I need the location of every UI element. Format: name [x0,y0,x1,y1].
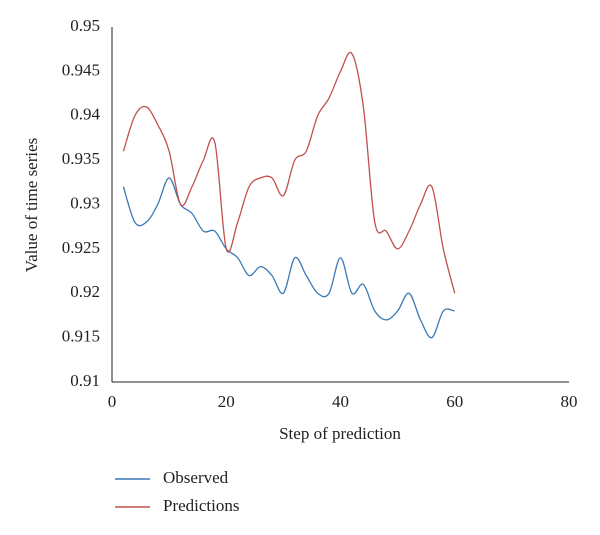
y-tick-label: 0.91 [70,371,100,390]
y-axis-label: Value of time series [22,138,41,273]
y-tick-label: 0.95 [70,16,100,35]
x-tick-label: 60 [446,392,463,411]
legend-label: Observed [163,468,229,487]
x-axis-label: Step of prediction [279,424,401,443]
y-tick-label: 0.945 [62,60,100,79]
y-tick-label: 0.935 [62,149,100,168]
y-tick-label: 0.92 [70,282,100,301]
y-tick-label: 0.93 [70,193,100,212]
legend-label: Predictions [163,496,240,515]
y-tick-label: 0.94 [70,105,100,124]
data-line [122,51,456,294]
y-tick-label: 0.915 [62,327,100,346]
x-tick-label: 0 [108,392,117,411]
y-tick-label: 0.925 [62,238,100,257]
x-tick-label: 40 [332,392,349,411]
x-tick-label: 80 [561,392,578,411]
data-line [122,177,455,339]
x-tick-label: 20 [218,392,235,411]
